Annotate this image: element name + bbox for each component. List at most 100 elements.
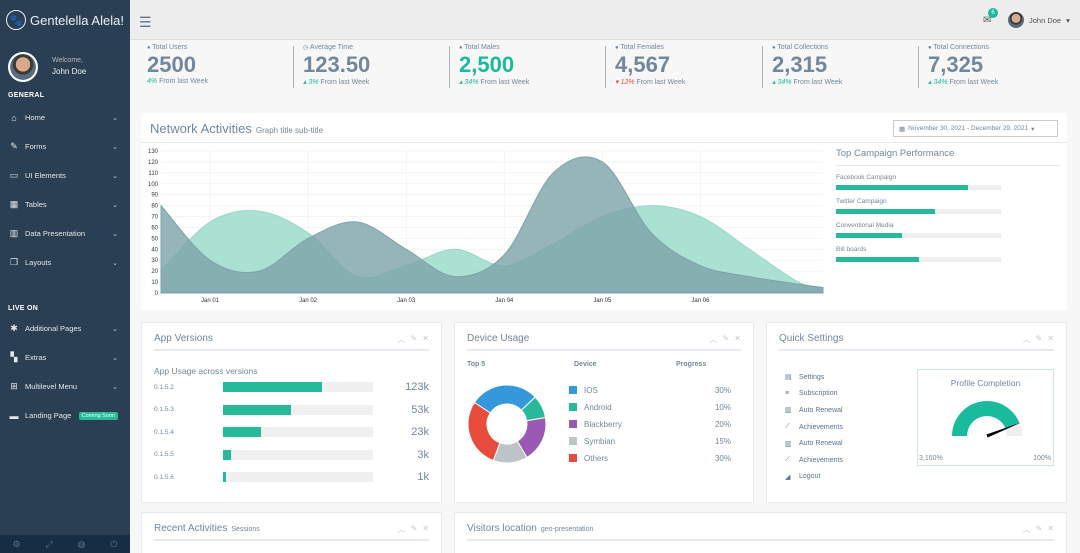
settings-icon[interactable]: ⚙ bbox=[12, 538, 21, 549]
quick-setting-link[interactable]: ▤ Settings bbox=[785, 369, 843, 386]
campaign-progress-fill bbox=[836, 185, 968, 190]
collapse-icon[interactable]: ︿ bbox=[397, 335, 406, 344]
user-menu[interactable]: John Doe ▾ bbox=[1008, 12, 1070, 28]
chevron-down-icon: ⌄ bbox=[112, 383, 118, 391]
quick-setting-label: Logout bbox=[799, 473, 821, 481]
campaign-label: Bill boards bbox=[836, 246, 867, 253]
coming-soon-badge: Coming Soon bbox=[78, 411, 118, 420]
close-icon[interactable]: ✕ bbox=[422, 524, 429, 533]
sidebar-item-layouts[interactable]: ❐ Layouts ⌄ bbox=[0, 248, 130, 277]
wrench-icon[interactable]: ✎ bbox=[1035, 524, 1043, 533]
campaign-item: Conventional Media bbox=[836, 222, 1060, 238]
version-count: 1k bbox=[417, 471, 429, 484]
close-icon[interactable]: ✕ bbox=[1047, 334, 1054, 343]
sidebar-item-ui-elements[interactable]: ▭ UI Elements ⌄ bbox=[0, 161, 130, 190]
quick-setting-label: Auto Renewal bbox=[799, 406, 843, 414]
panel-title: Quick Settings bbox=[779, 333, 844, 344]
stat-value: 2500 bbox=[147, 52, 196, 77]
quick-setting-link[interactable]: ◢ Logout bbox=[785, 469, 843, 486]
device-row: Symbian 15% bbox=[569, 435, 731, 447]
brand[interactable]: 🐾 Gentelella Alela! bbox=[0, 0, 130, 40]
sidebar-item-tables[interactable]: ▦ Tables ⌄ bbox=[0, 190, 130, 219]
campaign-progress-fill bbox=[836, 257, 919, 262]
profile-name: John Doe bbox=[52, 67, 87, 76]
user-icon: ● bbox=[147, 45, 153, 51]
quick-settings-list: ▤ Settings ≡ Subscription ▥ Auto Renewal ⟋ Achi… bbox=[785, 369, 843, 485]
profile-completion: Profile Completion 3,160% 100% bbox=[917, 369, 1054, 466]
fullscreen-icon[interactable]: ⤢ bbox=[45, 538, 53, 549]
stat-change-value: 12% bbox=[620, 79, 635, 86]
close-icon[interactable]: ✕ bbox=[1047, 524, 1054, 533]
quick-setting-link[interactable]: ⟋ Achievements bbox=[785, 419, 843, 436]
sidebar-item-landing-page[interactable]: ▬ Landing Page Coming Soon bbox=[0, 401, 130, 430]
panel-tools: ︿ ✎ ✕ bbox=[1023, 334, 1054, 345]
y-tick-label: 20 bbox=[151, 269, 158, 275]
campaign-progress-track bbox=[836, 233, 1001, 238]
sidebar-item-data-presentation[interactable]: ▥ Data Presentation ⌄ bbox=[0, 219, 130, 248]
windows-icon: ▚ bbox=[10, 352, 18, 362]
profile: Welcome, John Doe bbox=[0, 40, 130, 85]
close-icon[interactable]: ✕ bbox=[734, 334, 741, 343]
quick-setting-link[interactable]: ⟋ Achievements bbox=[785, 452, 843, 469]
sidebar-item-additional-pages[interactable]: ✱ Additional Pages ⌄ bbox=[0, 314, 130, 343]
wrench-icon[interactable]: ✎ bbox=[410, 334, 418, 343]
chevron-down-icon: ⌄ bbox=[112, 259, 118, 267]
stat-change: ▴ 34% From last Week bbox=[772, 78, 842, 86]
collapse-icon[interactable]: ︿ bbox=[397, 525, 406, 534]
square-icon bbox=[569, 454, 577, 462]
quick-setting-label: Achievements bbox=[799, 423, 843, 431]
chevron-down-icon: ⌄ bbox=[112, 325, 118, 333]
y-tick-label: 110 bbox=[148, 171, 158, 177]
wrench-icon[interactable]: ✎ bbox=[722, 334, 730, 343]
panel-subtitle: geo-presentation bbox=[540, 526, 594, 533]
network-subtitle: Graph title sub-title bbox=[255, 126, 324, 135]
sidebar-item-forms[interactable]: ✎ Forms ⌄ bbox=[0, 132, 130, 161]
user-icon: ● bbox=[928, 45, 934, 51]
y-tick-label: 50 bbox=[151, 236, 158, 242]
stat-label-text: Total Users bbox=[152, 44, 188, 51]
sidebar-item-extras[interactable]: ▚ Extras ⌄ bbox=[0, 343, 130, 372]
envelope-icon[interactable]: ✉ bbox=[983, 15, 992, 26]
wrench-icon[interactable]: ✎ bbox=[1035, 334, 1043, 343]
logout-icon[interactable]: ⏻ bbox=[110, 538, 118, 549]
version-count: 53k bbox=[411, 403, 429, 416]
sidebar-item-label: Forms bbox=[25, 142, 47, 151]
stat-change-value: 4% bbox=[147, 78, 158, 85]
quick-setting-link[interactable]: ▥ Auto Renewal bbox=[785, 435, 843, 452]
close-icon[interactable]: ✕ bbox=[422, 334, 429, 343]
quick-setting-link[interactable]: ≡ Subscription bbox=[785, 386, 843, 403]
square-icon bbox=[569, 386, 577, 394]
menu-toggle-icon[interactable]: ☰ bbox=[139, 14, 152, 30]
sidebar-item-multilevel-menu[interactable]: ⊞ Multilevel Menu ⌄ bbox=[0, 372, 130, 401]
caret-down-icon: ▾ bbox=[615, 79, 621, 86]
quick-setting-link[interactable]: ▥ Auto Renewal bbox=[785, 402, 843, 419]
menu-section-title: GENERAL bbox=[8, 92, 45, 99]
panel-title: Visitors location bbox=[467, 523, 537, 534]
device-row: Android 10% bbox=[569, 401, 731, 413]
x-tick-label: Jan 02 bbox=[299, 298, 318, 304]
sidebar-item-home[interactable]: ⌂ Home ⌄ bbox=[0, 103, 130, 132]
panel-title: Recent Activities bbox=[154, 523, 228, 534]
device-name: Android bbox=[584, 402, 612, 412]
lock-icon[interactable]: ◍ bbox=[77, 538, 86, 549]
wrench-icon[interactable]: ✎ bbox=[410, 524, 418, 533]
collapse-icon[interactable]: ︿ bbox=[1022, 335, 1031, 344]
app-version-row: 0.1.5.4 23k bbox=[154, 426, 429, 438]
chevron-down-icon: ⌄ bbox=[112, 143, 118, 151]
welcome-text: Welcome, bbox=[52, 57, 83, 64]
y-tick-label: 30 bbox=[151, 258, 158, 264]
stats-row: ● Total Users 2500 4% From last Week ◷ Aver… bbox=[130, 40, 1080, 110]
collapse-icon[interactable]: ︿ bbox=[709, 335, 718, 344]
version-label: 0.1.5.6 bbox=[154, 473, 174, 481]
version-progress-fill bbox=[223, 472, 226, 483]
gauge-needle bbox=[986, 422, 1022, 438]
stat-change: ▴ 3% From last Week bbox=[303, 78, 370, 86]
collapse-icon[interactable]: ︿ bbox=[1022, 525, 1031, 534]
daterange-picker[interactable]: ▦ November 30, 2021 - December 29, 2021 … bbox=[893, 120, 1058, 137]
sidebar-item-label: Extras bbox=[25, 353, 47, 362]
avatar[interactable] bbox=[8, 51, 38, 82]
stat-change-suffix: From last Week bbox=[793, 79, 843, 86]
stat-label-text: Total Connections bbox=[933, 44, 989, 51]
sidebar-item-label: Home bbox=[25, 113, 46, 122]
caret-up-icon: ▴ bbox=[928, 79, 934, 86]
